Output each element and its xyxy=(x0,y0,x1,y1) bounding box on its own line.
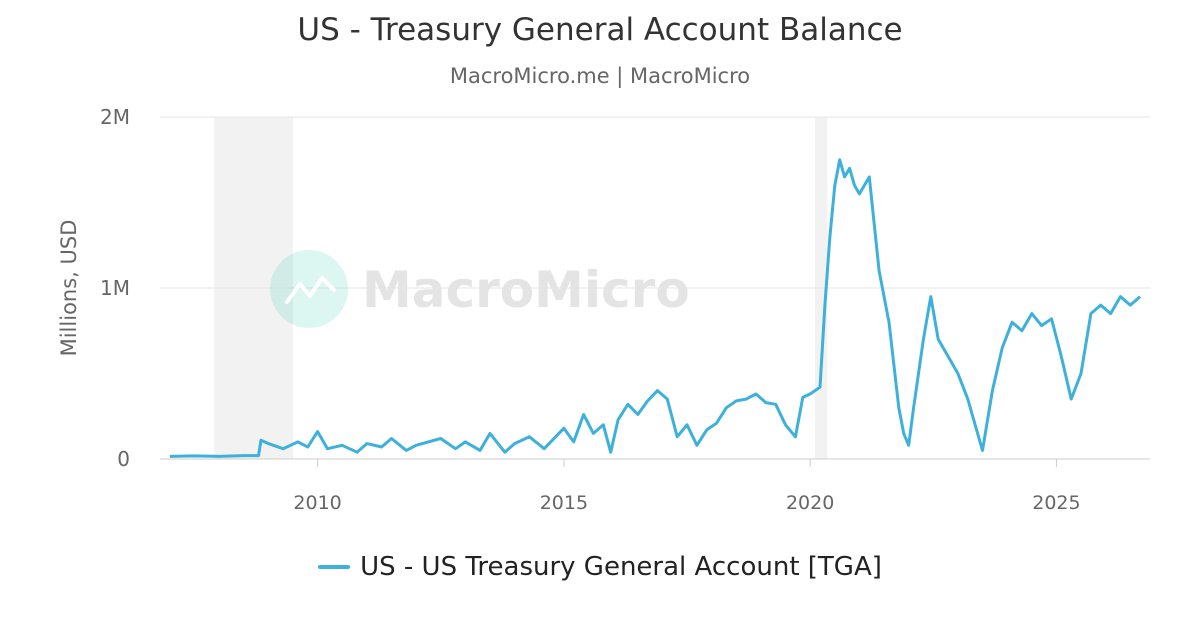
x-axis-ticks: 2010 2015 2020 2025 xyxy=(293,459,1081,514)
watermark-chart-icon xyxy=(285,276,336,304)
y-tick-label-2: 2M xyxy=(100,105,130,129)
legend-swatch xyxy=(318,565,351,569)
watermark-logo-icon xyxy=(270,250,348,328)
chart-subtitle: MacroMicro.me | MacroMicro xyxy=(449,64,751,88)
y-axis-ticks: 0 1M 2M xyxy=(100,105,130,471)
x-tick-label-3: 2025 xyxy=(1032,492,1080,514)
series-line-tga xyxy=(169,158,1142,458)
x-tick-label-2: 2020 xyxy=(786,492,834,514)
legend[interactable]: US - US Treasury General Account [TGA] xyxy=(0,552,1200,582)
chart-title: US - Treasury General Account Balance xyxy=(297,12,903,48)
y-tick-label-1: 1M xyxy=(100,276,130,300)
x-tick-label-0: 2010 xyxy=(293,492,341,514)
x-tick-label-1: 2015 xyxy=(540,492,588,514)
grid-lines xyxy=(160,116,1150,289)
watermark: MacroMicro xyxy=(270,250,690,328)
legend-label: US - US Treasury General Account [TGA] xyxy=(360,552,882,582)
y-tick-label-0: 0 xyxy=(117,447,130,471)
watermark-text: MacroMicro xyxy=(362,261,690,319)
y-axis-label: Millions, USD xyxy=(57,220,81,357)
